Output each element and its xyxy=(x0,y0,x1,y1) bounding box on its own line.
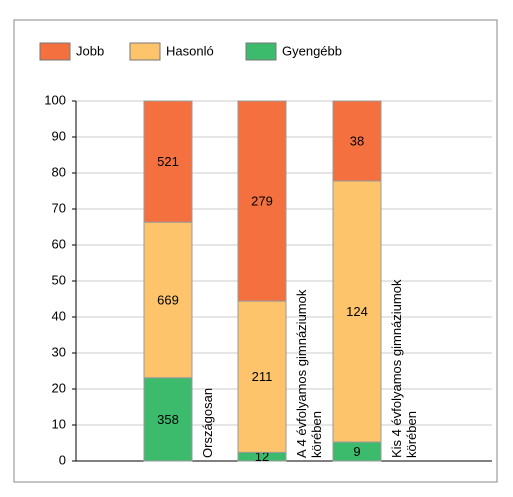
category-label: A 4 évfolyamos gimnáziumok körében xyxy=(294,289,324,458)
frame xyxy=(13,19,498,483)
legend-label: Jobb xyxy=(76,43,104,58)
data-label: 279 xyxy=(251,193,273,208)
y-tick-label: 30 xyxy=(52,344,66,359)
y-tick-label: 60 xyxy=(52,236,66,251)
y-tick-label: 90 xyxy=(52,128,66,143)
y-tick-label: 80 xyxy=(52,164,66,179)
data-label: 124 xyxy=(346,304,368,319)
y-tick-label: 100 xyxy=(44,92,66,107)
y-tick-label: 20 xyxy=(52,380,66,395)
bar-segment xyxy=(332,180,382,443)
y-tick-label: 10 xyxy=(52,416,66,431)
legend-swatch xyxy=(39,42,71,61)
y-tick-label: 50 xyxy=(52,272,66,287)
category-label: Kis 4 évfolyamos gimnáziumok körében xyxy=(389,279,419,458)
y-tick-label: 0 xyxy=(59,452,66,467)
bar-segment xyxy=(143,377,193,462)
data-label: 38 xyxy=(350,133,364,148)
category-label: Országosan xyxy=(200,387,215,458)
data-label: 9 xyxy=(353,444,360,459)
bar-segment xyxy=(332,100,382,182)
data-label: 669 xyxy=(157,292,179,307)
data-label: 521 xyxy=(157,154,179,169)
legend-swatch xyxy=(245,42,277,61)
bar-segment xyxy=(237,300,287,453)
data-label: 211 xyxy=(252,369,273,384)
y-tick-label: 70 xyxy=(52,200,66,215)
bar-segment xyxy=(143,100,193,223)
legend-swatch xyxy=(129,42,161,61)
bar-segment xyxy=(237,100,287,302)
data-label: 358 xyxy=(157,412,179,427)
legend-label: Hasonló xyxy=(166,43,214,58)
legend-label: Gyengébb xyxy=(282,43,342,58)
y-tick-label: 40 xyxy=(52,308,66,323)
